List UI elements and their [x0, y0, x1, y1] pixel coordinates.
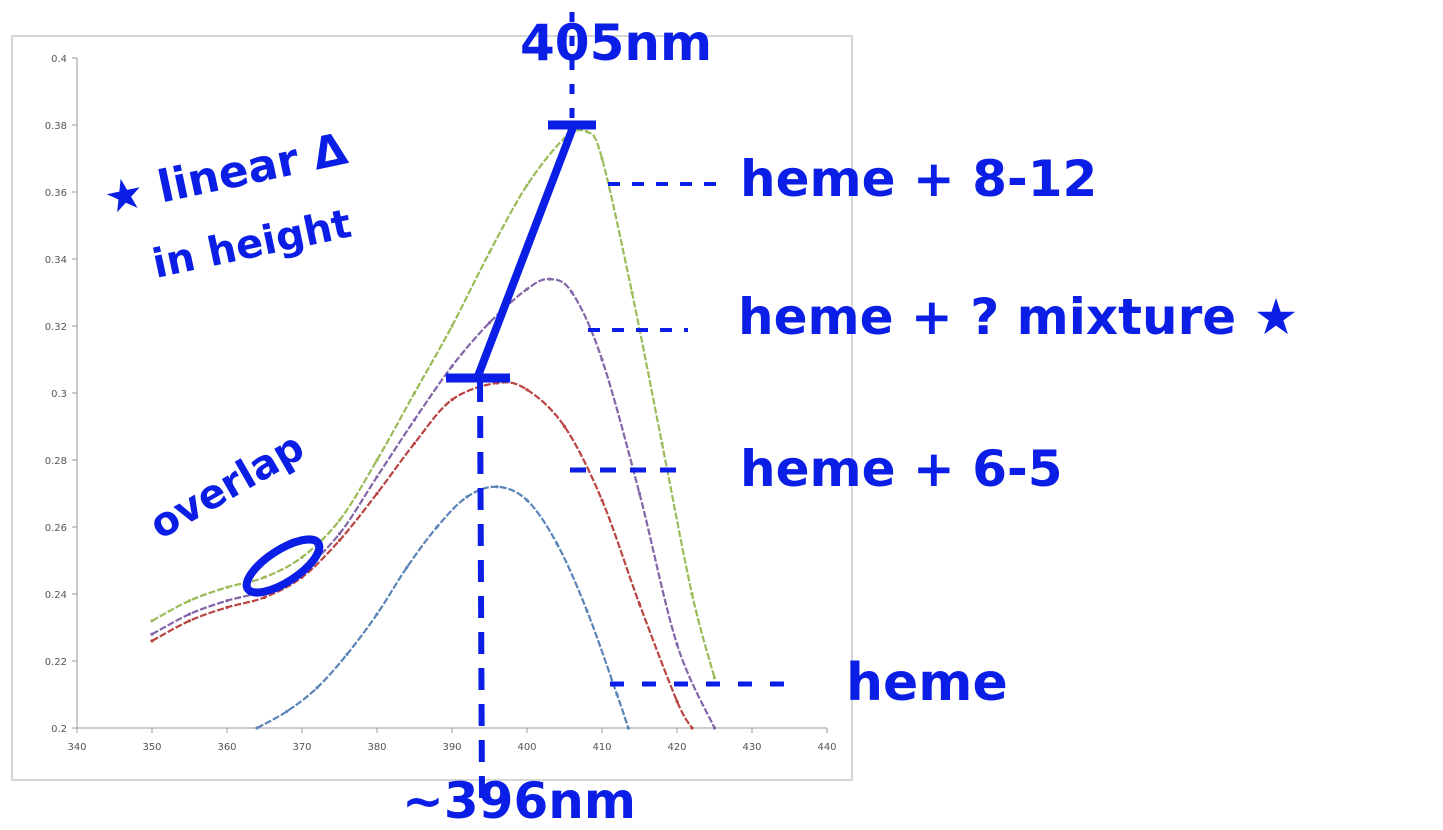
series-point-1	[637, 602, 642, 606]
x-tick-label: 400	[517, 742, 536, 753]
series-point-0	[315, 686, 319, 690]
series-point-1	[262, 595, 267, 600]
series-point-1	[150, 639, 154, 643]
series-point-3	[450, 324, 454, 328]
x-tick-label: 420	[667, 742, 686, 753]
series-point-0	[525, 498, 529, 502]
x-tick-label: 390	[442, 742, 461, 753]
series-point-1	[600, 498, 604, 502]
y-tick-label: 0.34	[45, 255, 67, 266]
series-point-2	[570, 290, 574, 295]
series-point-3	[487, 250, 492, 254]
series-point-3	[225, 585, 229, 589]
series-point-3	[412, 391, 417, 395]
series-point-3	[525, 183, 529, 187]
series-point-0	[615, 692, 619, 697]
series-point-1	[562, 424, 567, 429]
series-point-0	[435, 525, 439, 529]
series-point-1	[337, 538, 342, 543]
series-point-0	[626, 726, 630, 730]
series-point-3	[630, 290, 634, 295]
y-tick-label: 0.26	[45, 523, 67, 534]
series-point-2	[487, 321, 492, 325]
series-point-2	[712, 726, 717, 730]
series-point-3	[375, 458, 379, 462]
series-point-1	[525, 388, 529, 392]
x-tick-label: 370	[292, 742, 311, 753]
y-tick-label: 0.32	[45, 322, 67, 333]
series-point-2	[187, 612, 192, 616]
series-point-2	[375, 475, 379, 479]
series-point-1	[187, 619, 192, 623]
series-point-0	[255, 726, 259, 730]
series-point-1	[450, 398, 454, 402]
x-tick-label: 350	[142, 742, 161, 753]
series-point-3	[262, 575, 267, 579]
series-point-3	[150, 619, 154, 623]
series-point-0	[405, 565, 409, 569]
y-tick-label: 0.24	[45, 590, 67, 601]
series-point-0	[495, 485, 499, 489]
series-point-2	[337, 532, 342, 536]
series-point-2	[225, 599, 229, 603]
x-tick-label: 360	[217, 742, 236, 753]
series-point-2	[547, 277, 552, 281]
y-tick-label: 0.4	[51, 54, 67, 65]
label-heme-mixture: heme + ? mixture ★	[738, 288, 1298, 346]
series-point-2	[600, 357, 604, 362]
series-point-0	[375, 612, 379, 616]
series-point-3	[585, 130, 589, 134]
series-point-2	[412, 418, 417, 422]
label-heme: heme	[846, 653, 1008, 713]
y-tick-label: 0.22	[45, 657, 67, 668]
x-tick-label: 430	[742, 742, 761, 753]
series-point-0	[555, 542, 559, 546]
series-point-1	[675, 699, 679, 703]
label-heme-8-12: heme + 8-12	[740, 150, 1097, 208]
series-point-1	[375, 491, 379, 496]
series-point-2	[637, 491, 642, 496]
y-tick-label: 0.2	[51, 724, 67, 735]
overlap-circle	[242, 535, 324, 597]
series-point-3	[187, 599, 192, 603]
peak-405-label: 405nm	[520, 14, 712, 72]
y-tick-label: 0.3	[51, 389, 67, 400]
x-tick-label: 410	[592, 742, 611, 753]
series-point-2	[150, 632, 154, 636]
x-tick-label: 340	[67, 742, 86, 753]
y-tick-label: 0.28	[45, 456, 67, 467]
series-point-0	[465, 495, 469, 499]
series-point-0	[285, 709, 289, 713]
series-point-1	[225, 605, 229, 610]
y-tick-label: 0.38	[45, 121, 67, 132]
peak-396-label: ~396nm	[402, 772, 636, 830]
axis-ticks: 340 350 360 370 380 390 400 410 420 430 440 0.2 0.22…	[45, 54, 837, 753]
series-point-0	[345, 652, 349, 656]
x-tick-label: 440	[817, 742, 836, 753]
series-point-3	[712, 676, 717, 680]
series-point-1	[690, 726, 694, 730]
series-point-2	[450, 364, 454, 368]
series-point-1	[412, 441, 417, 445]
y-tick-label: 0.36	[45, 188, 67, 199]
chart-frame	[11, 35, 853, 781]
series-point-3	[600, 156, 604, 161]
series-point-0	[585, 609, 589, 613]
series-point-3	[300, 555, 304, 559]
x-tick-label: 380	[367, 742, 386, 753]
series-point-2	[525, 287, 529, 291]
series-point-3	[690, 592, 694, 596]
label-heme-6-5: heme + 6-5	[740, 440, 1063, 498]
peak-connector	[474, 126, 576, 380]
series-point-3	[337, 518, 342, 522]
series-point-2	[675, 642, 679, 646]
series-point-3	[660, 441, 664, 445]
